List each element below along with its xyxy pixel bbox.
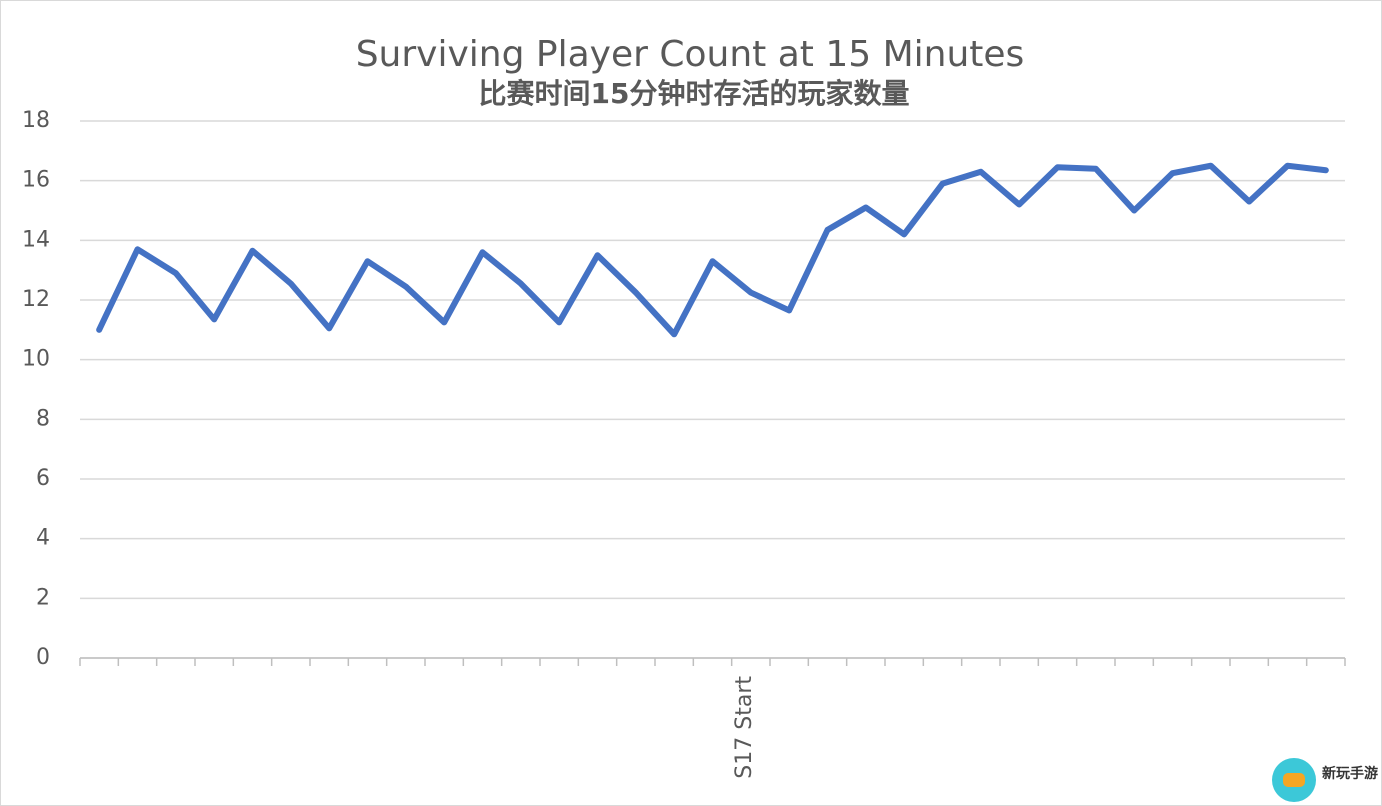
y-tick-label: 16 bbox=[22, 168, 50, 193]
x-tick-label: S17 Start bbox=[732, 676, 757, 779]
chart-subtitle: 比赛时间15分钟时存活的玩家数量 bbox=[479, 77, 910, 110]
y-tick-label: 4 bbox=[36, 526, 50, 551]
y-tick-label: 8 bbox=[36, 406, 50, 431]
y-tick-label: 18 bbox=[22, 108, 50, 133]
y-tick-label: 2 bbox=[36, 585, 50, 610]
y-tick-label: 10 bbox=[22, 347, 50, 372]
y-tick-label: 14 bbox=[22, 227, 50, 252]
chart-title: Surviving Player Count at 15 Minutes bbox=[356, 34, 1025, 75]
watermark-text: 新玩手游 bbox=[1322, 765, 1378, 782]
y-tick-label: 0 bbox=[36, 645, 50, 670]
data-line bbox=[96, 162, 1329, 338]
watermark-icon bbox=[1283, 773, 1305, 787]
y-tick-label: 12 bbox=[22, 287, 50, 312]
y-tick-label: 6 bbox=[36, 466, 50, 491]
